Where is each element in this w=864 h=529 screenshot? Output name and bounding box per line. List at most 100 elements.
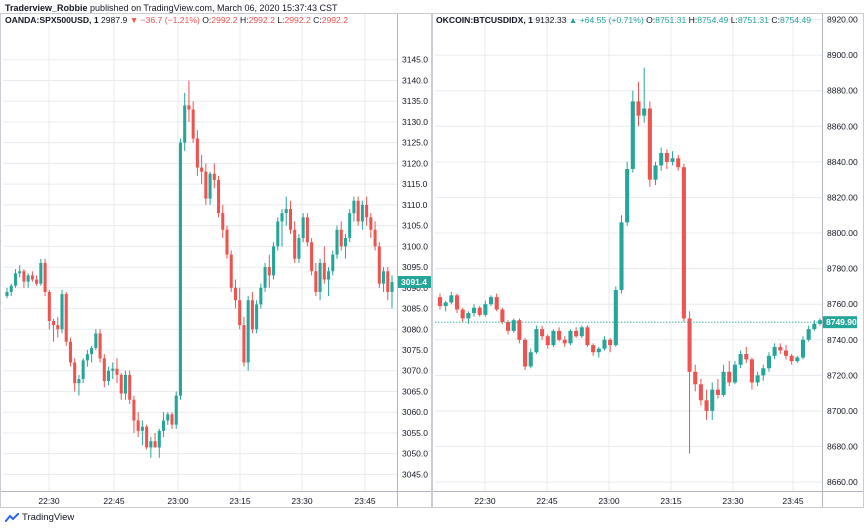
candle-body (636, 101, 641, 116)
candle-body (267, 267, 271, 276)
candle-body (608, 339, 613, 346)
chart-panel-spx[interactable]: 3145.0 3140.0 3135.0 3130.0 3125.0 3120.0 3115… (0, 13, 432, 508)
chart-panel-btc[interactable]: 8920.00 8900.00 8880.00 8860.00 8840.00 8820.… (432, 13, 864, 508)
candle-body (314, 271, 318, 292)
time-tick-label: 23:00 (167, 496, 189, 506)
price-tick-label: 3060.0 (402, 407, 428, 417)
candle-body (217, 179, 221, 214)
price-tick-label: 3130.0 (402, 117, 428, 127)
candle-body (466, 313, 471, 319)
candle-body (352, 200, 356, 214)
candle-body (102, 358, 106, 382)
candle-body (443, 302, 448, 306)
candle-body (246, 300, 250, 363)
price-tick-label: 3125.0 (402, 138, 428, 148)
candle-body (596, 348, 601, 353)
candle-body (749, 359, 754, 383)
candle-body (483, 304, 488, 315)
candle-body (738, 354, 743, 365)
current-price-label: 3091.4 (401, 277, 427, 287)
price-tick-label: 3100.0 (402, 241, 428, 251)
candle-body (153, 441, 157, 448)
candle-body (369, 217, 373, 230)
candle-body (365, 204, 369, 218)
candle-body (310, 242, 314, 272)
candle-body (659, 152, 664, 166)
price-tick-label: 8800.00 (827, 228, 858, 238)
candle-body (297, 238, 301, 259)
price-tick-label: 3120.0 (402, 158, 428, 168)
candle-body (715, 389, 720, 395)
symbol-name[interactable]: OKCOIN:BTCUSDIDX, 1 (436, 15, 533, 25)
candle-body (26, 275, 30, 282)
candle-body (506, 321, 511, 331)
candle-body (47, 291, 51, 321)
candle-body (721, 371, 726, 395)
last-price: 2987.9 (101, 15, 128, 25)
candle-body (305, 217, 309, 243)
time-tick-label: 23:15 (229, 496, 251, 506)
candle-body (276, 221, 280, 247)
candle-body (579, 327, 584, 337)
price-tick-label: 8740.00 (827, 335, 858, 345)
symbol-name[interactable]: OANDA:SPX500USD, 1 (5, 15, 99, 25)
price-tick-label: 3075.0 (402, 345, 428, 355)
candle-body (343, 238, 347, 247)
candle-body (301, 217, 305, 239)
candle-body (263, 267, 267, 288)
price-change: ▲ +64.55 (+0.71%) (568, 15, 644, 25)
price-tick-label: 3095.0 (402, 262, 428, 272)
candle-body (670, 158, 675, 162)
candle-body (449, 295, 454, 303)
candle-body (68, 341, 72, 363)
ohlc-h-label: H: (239, 15, 249, 25)
candle-body (795, 357, 800, 362)
price-tick-label: 3070.0 (402, 366, 428, 376)
candle-body (128, 374, 132, 400)
footer-brand[interactable]: TradingView (22, 512, 75, 523)
price-tick-label: 3085.0 (402, 304, 428, 314)
current-price-badge (823, 316, 857, 329)
price-tick-label: 3140.0 (402, 75, 428, 85)
candle-body (191, 109, 195, 139)
price-tick-label: 8820.00 (827, 192, 858, 202)
candle-body (259, 287, 263, 305)
current-price-label: 8749.90 (826, 317, 857, 327)
price-tick-label: 8680.00 (827, 442, 858, 452)
candle-body (149, 441, 153, 448)
candle-body (642, 108, 647, 116)
time-tick-label: 23:30 (291, 496, 313, 506)
candle-body (477, 307, 482, 315)
candle-body (585, 327, 590, 346)
candle-body (437, 297, 443, 306)
candle-body (18, 271, 22, 274)
candle-body (157, 430, 161, 448)
ohlc-close: 8754.49 (779, 15, 812, 25)
price-tick-label: 8900.00 (827, 50, 858, 60)
candle-body (390, 282, 394, 292)
candle-body (727, 371, 732, 383)
time-tick-label: 22:45 (536, 496, 558, 506)
tradingview-logo-icon (5, 513, 19, 522)
author-name[interactable]: Traderview_Robbie (5, 3, 88, 13)
price-tick-label: 8700.00 (827, 406, 858, 416)
candle-body (681, 167, 686, 319)
candle-body (9, 285, 13, 292)
candle-body (693, 371, 698, 385)
candle-body (625, 168, 630, 223)
candle-body (107, 370, 111, 382)
price-tick-label: 8860.00 (827, 121, 858, 131)
time-tick-label: 23:45 (354, 496, 376, 506)
candle-body (280, 213, 284, 222)
candle-body (806, 329, 811, 340)
candle-body (386, 271, 390, 292)
candle-body (489, 297, 494, 305)
time-tick-label: 23:15 (660, 496, 682, 506)
candle-body (288, 209, 292, 230)
candle-body (500, 309, 505, 322)
candle-body (81, 360, 85, 380)
candle-body (744, 354, 749, 360)
candle-body (360, 204, 364, 222)
footer: TradingView (5, 512, 74, 523)
candle-body (272, 246, 276, 276)
